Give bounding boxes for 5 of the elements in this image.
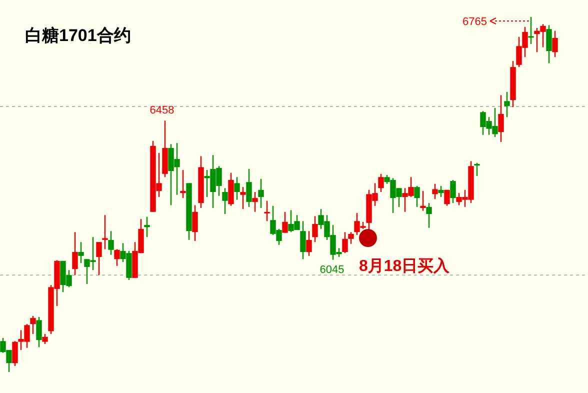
annotation: 6045	[320, 264, 344, 276]
text: 白糖1701合约	[25, 26, 131, 45]
annotation: 6765	[462, 16, 487, 28]
annotation: 6458	[150, 104, 174, 117]
annotation: 8月18日买入	[359, 257, 451, 275]
